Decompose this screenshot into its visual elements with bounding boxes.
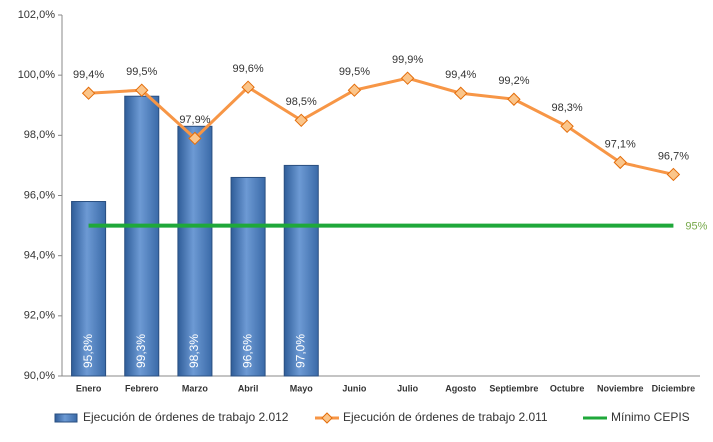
line-value-label: 98,3% — [551, 102, 582, 114]
legend-swatch — [54, 413, 78, 423]
x-tick-label: Octubre — [550, 383, 585, 393]
x-tick-label: Junio — [342, 383, 367, 393]
line-value-label: 99,5% — [339, 66, 370, 78]
line-value-label: 99,6% — [232, 63, 263, 75]
x-tick-label: Diciembre — [652, 383, 696, 393]
x-tick-label: Agosto — [445, 383, 476, 393]
marker — [454, 86, 468, 100]
x-tick-label: Septiembre — [489, 383, 538, 393]
bar-value-label: 99,3% — [134, 334, 148, 368]
y-tick-label: 98,0% — [24, 129, 55, 141]
bar — [230, 176, 266, 377]
marker — [81, 86, 96, 100]
marker — [241, 80, 255, 94]
bar-value-label: 95,8% — [81, 334, 95, 368]
bar — [177, 125, 213, 377]
y-tick-label: 94,0% — [24, 250, 55, 262]
y-tick-label: 96,0% — [24, 189, 55, 201]
bar-value-label: 98,3% — [187, 334, 201, 368]
bar — [71, 201, 107, 377]
line — [88, 76, 674, 176]
marker — [135, 83, 149, 97]
line-value-label: 99,2% — [498, 75, 529, 87]
x-tick-label: Enero — [76, 383, 102, 393]
marker — [400, 71, 415, 85]
x-tick-label: Marzo — [182, 383, 209, 393]
line-value-label: 96,7% — [658, 150, 689, 162]
y-tick-label: 100,0% — [18, 69, 56, 81]
x-tick-label: Abril — [238, 383, 259, 393]
line-value-label: 99,5% — [126, 66, 157, 78]
marker — [347, 83, 362, 97]
y-tick-label: 102,0% — [18, 9, 56, 21]
line-value-label: 99,9% — [392, 54, 423, 66]
marker — [560, 119, 574, 134]
marker — [294, 113, 308, 127]
line-value-label: 97,9% — [179, 114, 210, 126]
legend-label: Ejecución de órdenes de trabajo 2.012 — [83, 410, 289, 424]
bar — [283, 164, 319, 377]
line-value-label: 97,1% — [605, 138, 636, 150]
marker — [507, 92, 521, 106]
y-tick-label: 92,0% — [24, 310, 55, 322]
line-value-label: 99,4% — [73, 69, 104, 81]
marker — [666, 167, 681, 182]
marker — [613, 155, 627, 170]
legend-label: Ejecución de órdenes de trabajo 2.011 — [343, 410, 548, 424]
bar — [124, 95, 160, 377]
line-value-label: 99,4% — [445, 69, 476, 81]
x-tick-label: Noviembre — [597, 383, 644, 393]
bar-value-label: 97,0% — [293, 334, 307, 368]
line-value-label: 98,5% — [286, 96, 317, 108]
legend-label: Mínimo CEPIS — [611, 410, 690, 424]
x-tick-label: Mayo — [290, 383, 314, 393]
x-tick-label: Febrero — [125, 383, 159, 393]
x-tick-label: Julio — [397, 383, 419, 393]
line-value-label: 95% — [685, 220, 707, 232]
bar-value-label: 96,6% — [240, 334, 254, 368]
y-tick-label: 90,0% — [24, 370, 55, 382]
marker — [188, 131, 202, 146]
legend-marker — [321, 412, 333, 424]
